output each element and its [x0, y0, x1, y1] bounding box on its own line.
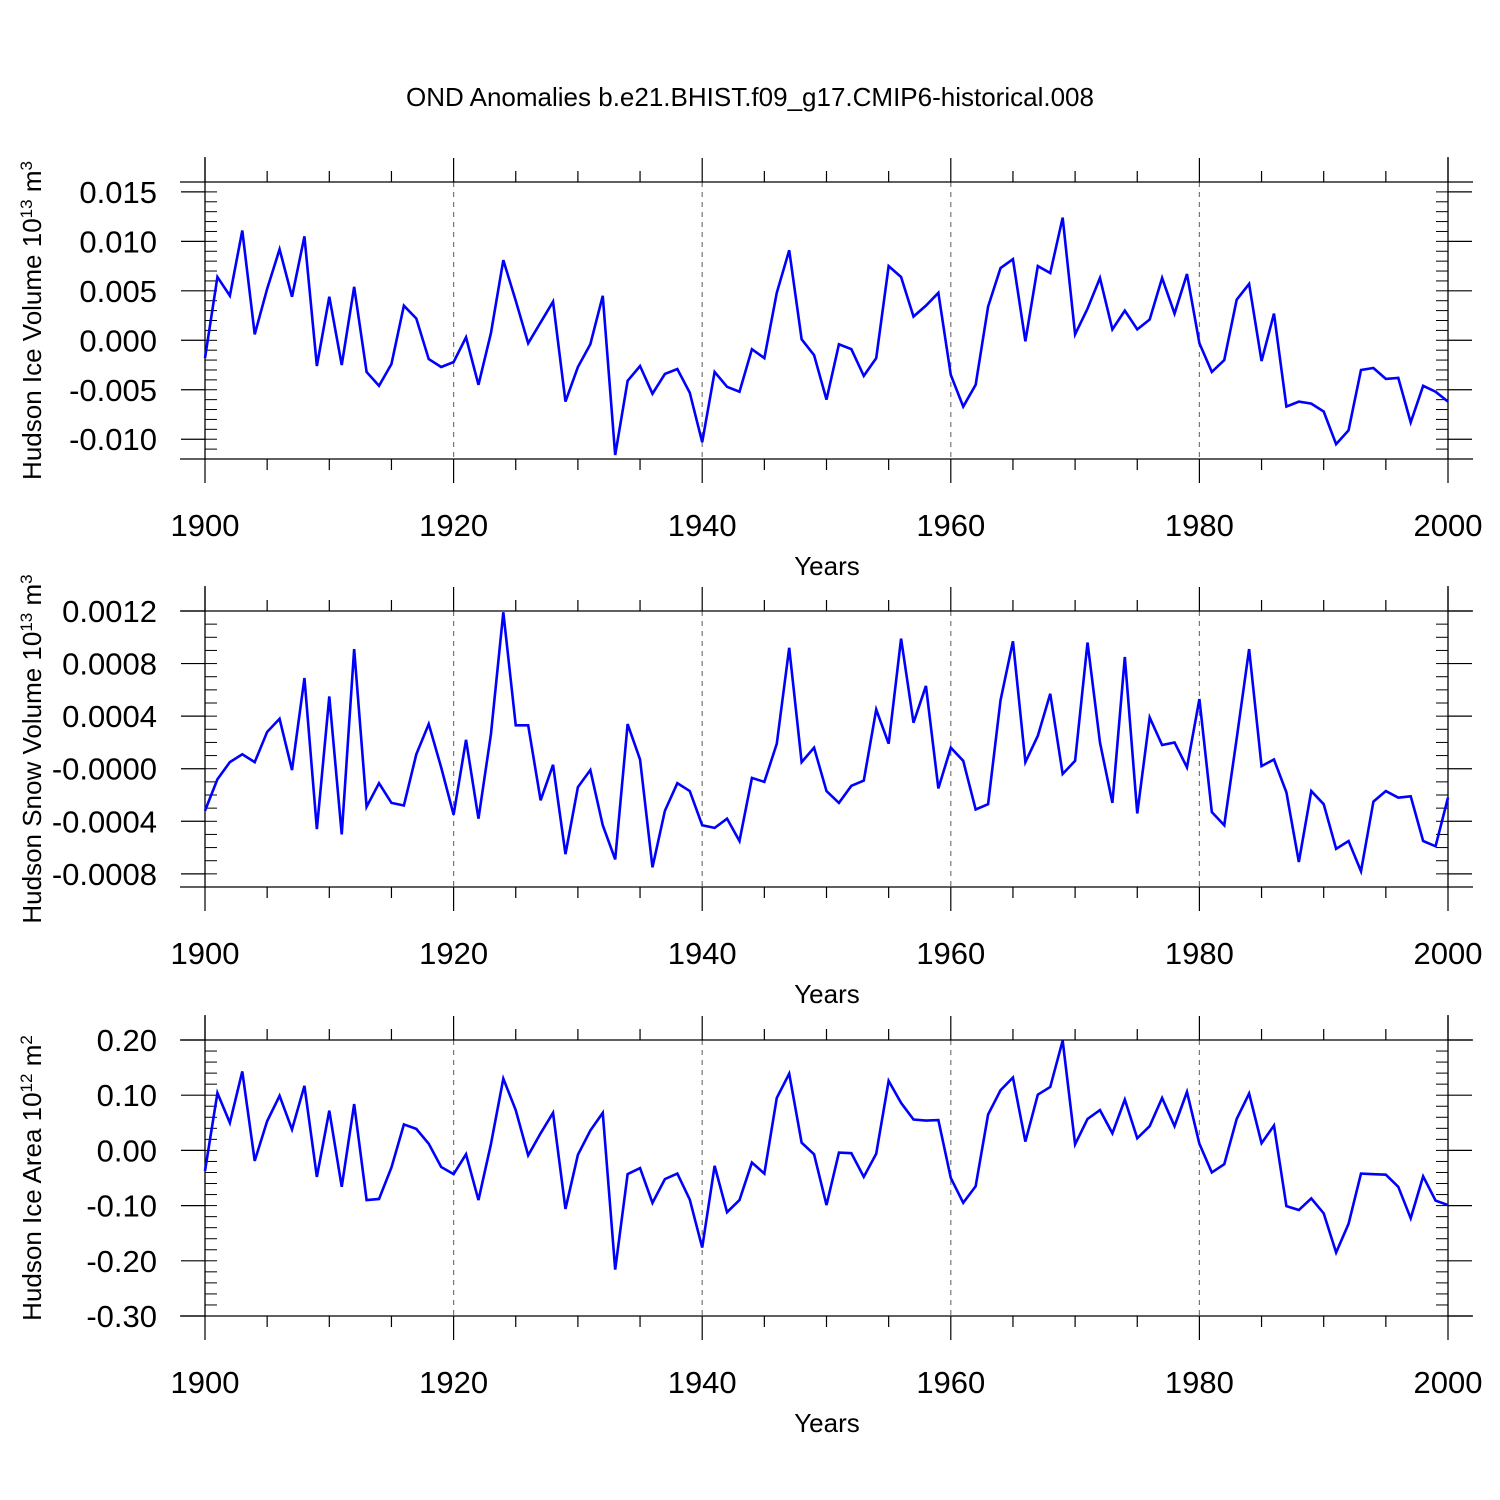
- x-tick-label: 1900: [171, 936, 240, 971]
- x-tick-label: 1920: [419, 508, 488, 543]
- x-axis-title: Years: [794, 979, 860, 1009]
- y-tick-label: -0.30: [86, 1299, 157, 1334]
- y-tick-label: 0.0012: [62, 594, 157, 629]
- x-tick-label: 1920: [419, 936, 488, 971]
- x-tick-label: 2000: [1414, 936, 1483, 971]
- y-tick-label: -0.0000: [52, 752, 157, 787]
- series-line: [203, 1040, 1449, 1270]
- x-tick-label: 1960: [916, 936, 985, 971]
- x-tick-label: 1960: [916, 508, 985, 543]
- x-axis-title: Years: [794, 551, 860, 581]
- y-tick-label: -0.005: [69, 373, 157, 408]
- y-tick-label: 0.000: [79, 323, 157, 358]
- y-axis-title: Hudson Snow Volume 1013 m3: [17, 574, 48, 923]
- x-tick-label: 1900: [171, 1365, 240, 1400]
- x-tick-label: 1980: [1165, 508, 1234, 543]
- figure-title: OND Anomalies b.e21.BHIST.f09_g17.CMIP6-…: [406, 82, 1094, 112]
- y-tick-label: 0.00: [97, 1133, 157, 1168]
- y-tick-label: 0.0004: [62, 699, 157, 734]
- x-tick-label: 2000: [1414, 1365, 1483, 1400]
- x-tick-label: 1940: [668, 1365, 737, 1400]
- x-tick-label: 1940: [668, 936, 737, 971]
- y-tick-label: -0.0004: [52, 804, 157, 839]
- panel-snow-volume: -0.0008 -0.0004 -0.0000 0.0004 0.0008 0.0012 1…: [17, 574, 1483, 1009]
- y-tick-label: 0.10: [97, 1078, 157, 1113]
- y-tick-label: -0.010: [69, 422, 157, 457]
- x-tick-label: 1980: [1165, 1365, 1234, 1400]
- x-tick-label: 2000: [1414, 508, 1483, 543]
- x-axis-title: Years: [794, 1408, 860, 1438]
- x-tick-label: 1900: [171, 508, 240, 543]
- y-tick-label: -0.10: [86, 1189, 157, 1224]
- y-tick-label: -0.0008: [52, 857, 157, 892]
- x-tick-label: 1940: [668, 508, 737, 543]
- y-tick-label: 0.010: [79, 224, 157, 259]
- x-tick-label: 1920: [419, 1365, 488, 1400]
- y-tick-label: 0.015: [79, 175, 157, 210]
- y-tick-label: -0.20: [86, 1244, 157, 1279]
- y-tick-label: 0.20: [97, 1023, 157, 1058]
- panel-ice-area: -0.30 -0.20 -0.10 0.00 0.10 0.20 1900 1920 1940 1…: [17, 1015, 1483, 1438]
- series-line: [203, 217, 1449, 456]
- series-line: [203, 612, 1450, 876]
- x-tick-label: 1980: [1165, 936, 1234, 971]
- y-tick-label: 0.0008: [62, 647, 157, 682]
- y-axis-title: Hudson Ice Area 1012 m2: [17, 1035, 48, 1321]
- x-tick-label: 1960: [916, 1365, 985, 1400]
- y-axis-title: Hudson Ice Volume 1013 m3: [17, 161, 48, 480]
- panel-ice-volume: -0.010 -0.005 0.000 0.005 0.010 0.015 1900 1920…: [17, 157, 1483, 581]
- y-tick-label: 0.005: [79, 274, 157, 309]
